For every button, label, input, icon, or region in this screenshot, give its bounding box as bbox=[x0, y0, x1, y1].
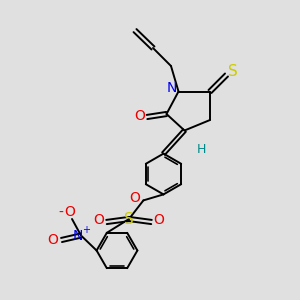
Text: -: - bbox=[58, 206, 63, 219]
Text: S: S bbox=[124, 212, 134, 226]
Text: O: O bbox=[134, 109, 145, 122]
Text: O: O bbox=[129, 191, 140, 205]
Text: H: H bbox=[197, 143, 206, 156]
Text: O: O bbox=[48, 233, 58, 247]
Text: O: O bbox=[154, 214, 164, 227]
Text: O: O bbox=[94, 214, 104, 227]
Text: N: N bbox=[72, 229, 82, 242]
Text: O: O bbox=[64, 206, 75, 219]
Text: S: S bbox=[228, 64, 238, 80]
Text: +: + bbox=[82, 225, 90, 235]
Text: N: N bbox=[167, 82, 177, 95]
